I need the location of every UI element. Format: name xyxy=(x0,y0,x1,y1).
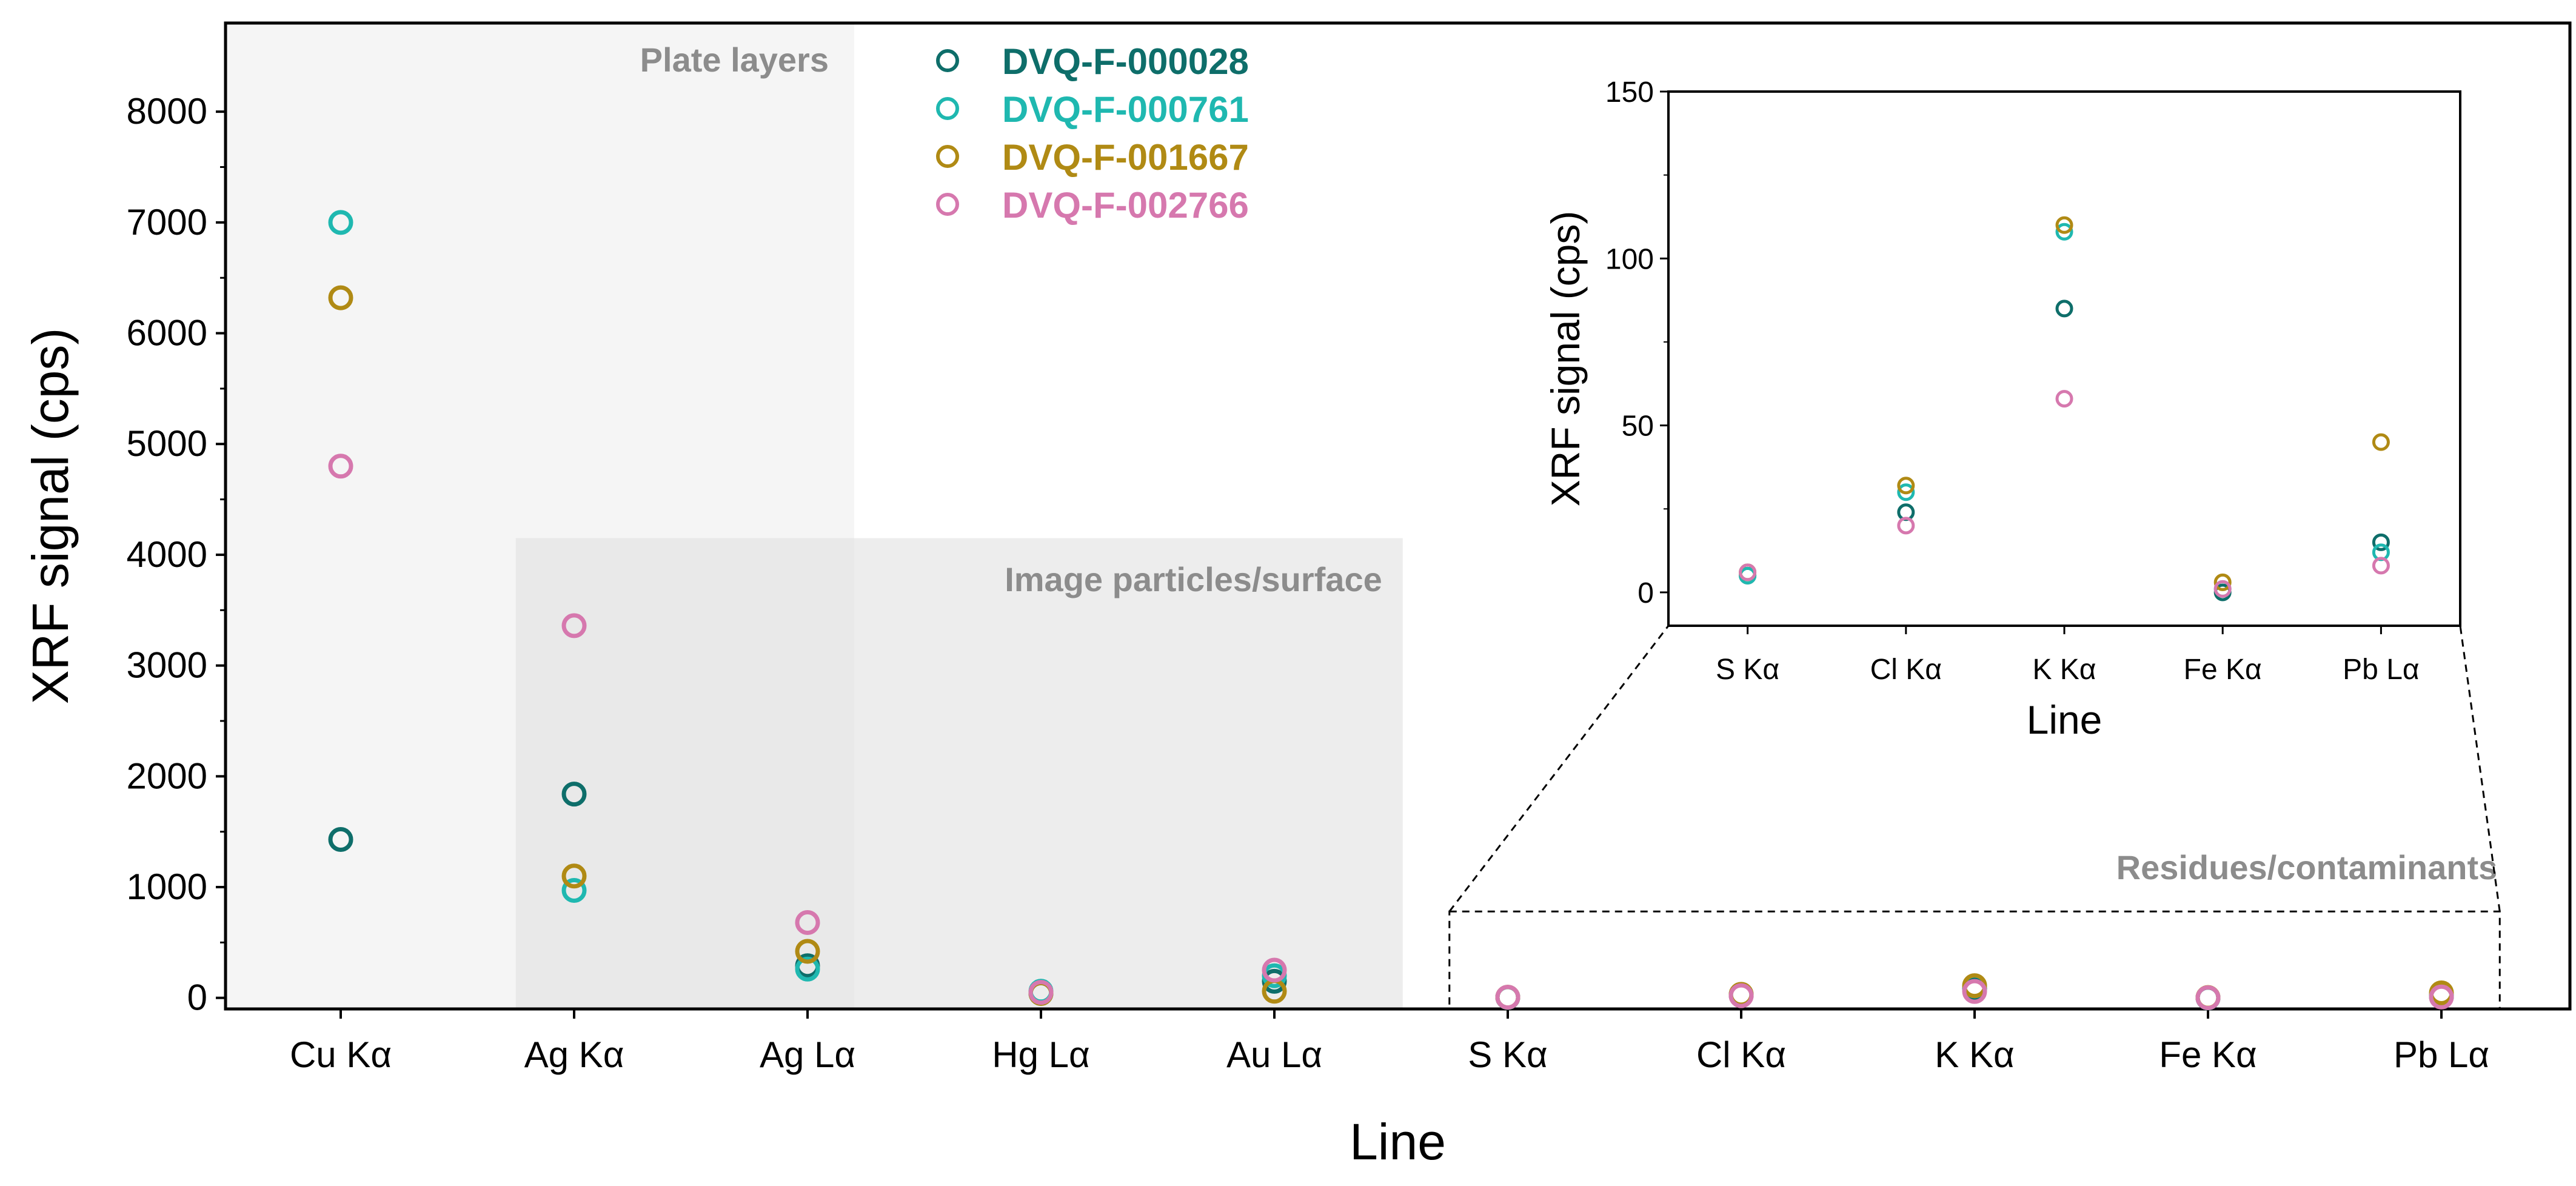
inset-ytick-label: 150 xyxy=(1605,76,1654,109)
legend-label: DVQ-F-000761 xyxy=(1002,89,1249,130)
main-point-marker xyxy=(1262,957,1287,983)
main-ytick-label: 6000 xyxy=(127,313,207,353)
main-point-marker xyxy=(328,285,353,310)
main-point-marker xyxy=(2195,985,2221,1011)
main-xtick-label: Fe Kα xyxy=(2159,1034,2257,1075)
inset-point-marker xyxy=(2372,557,2390,575)
legend-marker xyxy=(936,49,959,72)
main-point-marker xyxy=(328,454,353,479)
main-xtick-label: K Kα xyxy=(1935,1034,2014,1075)
region-label-0: Plate layers xyxy=(640,41,829,79)
main-ytick-label: 1000 xyxy=(127,866,207,907)
region-label-2: Residues/contaminants xyxy=(2116,848,2498,886)
main-point-marker xyxy=(2429,984,2454,1010)
main-x-axis-title: Line xyxy=(1350,1113,1446,1170)
zoom-connector-left xyxy=(1448,625,1670,913)
main-point-marker xyxy=(1028,980,1054,1005)
legend-marker xyxy=(936,193,959,216)
main-xtick-label: Cl Kα xyxy=(1696,1034,1786,1075)
main-point-marker xyxy=(328,210,353,235)
inset-ytick-label: 100 xyxy=(1605,243,1654,275)
main-xtick-label: Au Lα xyxy=(1226,1034,1322,1075)
inset-plot-frame xyxy=(1667,90,2461,627)
zoom-connector-right xyxy=(2459,625,2501,912)
inset-point-marker xyxy=(2372,533,2390,551)
main-plot-frame xyxy=(224,21,2572,1011)
inset-xtick-label: K Kα xyxy=(2032,654,2096,686)
inset-xtick-label: S Kα xyxy=(1716,654,1779,686)
region-1 xyxy=(515,538,1403,1009)
inset-point-marker xyxy=(2055,300,2073,318)
inset-point-marker xyxy=(2213,573,2232,591)
main-point-marker xyxy=(561,863,587,889)
inset-y-axis-title: XRF signal (cps) xyxy=(1543,211,1588,507)
inset-xtick-label: Fe Kα xyxy=(2184,654,2262,686)
main-point-marker xyxy=(1962,979,1987,1004)
main-point-marker xyxy=(561,613,587,638)
legend-label: DVQ-F-000028 xyxy=(1002,41,1249,82)
main-xtick-label: Hg Lα xyxy=(992,1034,1089,1075)
inset-point-marker xyxy=(1739,563,1757,581)
inset-x-axis-title: Line xyxy=(2027,697,2103,742)
main-point-marker xyxy=(795,956,820,982)
main-point-marker xyxy=(561,782,587,807)
main-ytick-label: 5000 xyxy=(127,423,207,464)
main-point-marker xyxy=(1495,985,1521,1010)
main-xtick-label: S Kα xyxy=(1468,1034,1547,1075)
inset-point-marker xyxy=(1897,517,1915,535)
main-point-marker xyxy=(795,939,820,964)
main-ytick-label: 8000 xyxy=(127,91,207,132)
inset-ytick-label: 50 xyxy=(1622,410,1654,443)
inset-point-marker xyxy=(2055,216,2073,234)
inset-point-marker xyxy=(2213,580,2232,598)
inset-point-marker xyxy=(1897,483,1915,501)
main-ytick-label: 4000 xyxy=(127,534,207,575)
inset-point-marker xyxy=(1897,477,1915,495)
inset-ytick-label: 0 xyxy=(1638,577,1654,609)
main-point-marker xyxy=(328,826,353,852)
main-xtick-label: Cu Kα xyxy=(290,1034,392,1075)
inset-point-marker xyxy=(2055,223,2073,241)
main-xtick-label: Ag Kα xyxy=(524,1034,624,1075)
main-ytick-label: 2000 xyxy=(127,755,207,796)
inset-xtick-label: Pb Lα xyxy=(2343,654,2420,686)
legend-marker xyxy=(936,145,959,168)
main-ytick-label: 7000 xyxy=(127,202,207,243)
main-point-marker xyxy=(1728,983,1754,1008)
legend-label: DVQ-F-002766 xyxy=(1002,185,1249,226)
main-xtick-label: Pb Lα xyxy=(2394,1034,2489,1075)
main-point-marker xyxy=(795,910,820,935)
main-y-axis-title: XRF signal (cps) xyxy=(22,328,79,705)
inset-point-marker xyxy=(2055,390,2073,408)
main-ytick-label: 3000 xyxy=(127,645,207,686)
legend-label: DVQ-F-001667 xyxy=(1002,137,1249,178)
main-xtick-label: Ag Lα xyxy=(760,1034,855,1075)
main-ytick-label: 0 xyxy=(187,977,207,1018)
region-label-1: Image particles/surface xyxy=(1005,560,1382,598)
main-point-marker xyxy=(561,878,587,903)
legend-marker xyxy=(936,97,959,120)
inset-xtick-label: Cl Kα xyxy=(1870,654,1942,686)
inset-point-marker xyxy=(2372,433,2390,451)
